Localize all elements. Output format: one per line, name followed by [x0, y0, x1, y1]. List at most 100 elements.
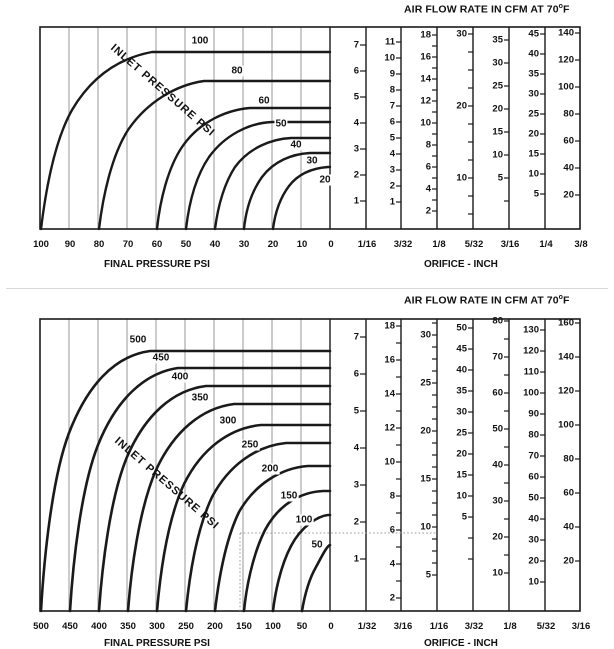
x-tick: 30 [238, 239, 250, 250]
scale-value: 3 [389, 164, 395, 176]
x-tick: 400 [91, 621, 107, 632]
scale-value: 7 [353, 39, 359, 51]
scale-value: 10 [456, 172, 467, 184]
x-tick: 250 [178, 621, 194, 632]
x-tick: 90 [64, 239, 76, 250]
scale-ticks-top [360, 32, 580, 215]
scale-value: 110 [523, 366, 539, 378]
scale-value: 10 [420, 521, 431, 533]
scale-value: 8 [389, 490, 395, 502]
scale-value: 6 [425, 161, 431, 173]
scale-value: 25 [528, 108, 539, 120]
scale-value: 140 [558, 351, 574, 363]
scale-value: 5 [461, 511, 467, 523]
scale-value: 90 [528, 408, 539, 420]
scale-value: 15 [492, 126, 503, 138]
scale-value: 2 [353, 516, 359, 528]
scale-value: 40 [492, 459, 503, 471]
scale-value: 15 [528, 148, 539, 160]
pressure-curves-bottom [39, 349, 332, 613]
chart-header-top: AIR FLOW RATE IN CFM AT 70oF [404, 3, 570, 16]
scale-value: 5 [533, 188, 539, 200]
chart-high-pressure: AIR FLOW RATE IN CFM AT 70oF [0, 290, 614, 649]
curve-100 [271, 513, 332, 613]
curve-label-350: 350 [190, 392, 210, 404]
example-construction-line [239, 532, 437, 611]
scale-value: 7 [353, 331, 359, 343]
scale-value: 4 [353, 442, 359, 454]
curve-100 [39, 50, 332, 231]
scale-value: 10 [528, 576, 539, 588]
x-tick: 40 [209, 239, 221, 250]
scale-value: 160 [558, 317, 574, 329]
scale-value: 12 [384, 422, 395, 434]
scale-value: 40 [528, 513, 539, 525]
scale-value: 100 [558, 419, 574, 431]
scale-value: 20 [456, 100, 467, 112]
scale-value: 8 [389, 84, 395, 96]
scale-value: 30 [492, 57, 503, 69]
scale-value: 7 [389, 100, 395, 112]
x-tick: 50 [296, 621, 308, 632]
curve-30 [242, 151, 332, 231]
scale-value: 3 [353, 143, 359, 155]
scale-value: 100 [523, 387, 539, 399]
chart-low-pressure: AIR FLOW RATE IN CFM AT 70oF [0, 0, 614, 300]
x-tick: 70 [122, 239, 134, 250]
curve-250 [184, 441, 332, 613]
x-tick: 100 [265, 621, 281, 632]
scale-value: 50 [492, 423, 503, 435]
scale-value: 120 [558, 54, 574, 66]
orifice-tick: 3/16 [571, 621, 591, 632]
scale-value: 120 [523, 345, 539, 357]
scale-value: 4 [389, 148, 395, 160]
orifice-tick: 3/32 [393, 239, 413, 250]
scale-value: 140 [558, 27, 574, 39]
scale-value: 25 [456, 427, 467, 439]
curve-label-20: 20 [318, 174, 332, 186]
scale-value: 12 [420, 95, 431, 107]
scale-value: 30 [456, 406, 467, 418]
scale-value: 60 [492, 387, 503, 399]
scale-value: 15 [456, 469, 467, 481]
scale-value: 120 [558, 385, 574, 397]
scale-value: 60 [563, 487, 574, 499]
scale-value: 35 [528, 68, 539, 80]
scale-value: 4 [353, 117, 359, 129]
curve-label-250: 250 [240, 439, 260, 451]
curve-label-30: 30 [305, 155, 319, 167]
scale-value: 35 [456, 385, 467, 397]
scale-value: 100 [558, 81, 574, 93]
curve-label-450: 450 [151, 352, 171, 364]
scale-value: 45 [456, 343, 467, 355]
scale-value: 40 [528, 48, 539, 60]
xaxis-title-top: FINAL PRESSURE PSI [104, 259, 210, 270]
scale-value: 70 [528, 450, 539, 462]
scale-value: 6 [353, 65, 359, 77]
orifice-title-bottom: ORIFICE - INCH [424, 638, 498, 649]
x-tick: 350 [120, 621, 136, 632]
scale-value: 6 [389, 524, 395, 536]
scale-value: 4 [425, 183, 431, 195]
scale-value: 6 [389, 116, 395, 128]
scale-value: 10 [384, 52, 395, 64]
scale-value: 20 [420, 425, 431, 437]
scale-value: 1 [353, 195, 359, 207]
x-tick: 450 [62, 621, 78, 632]
scale-value: 20 [528, 555, 539, 567]
curve-400 [97, 384, 332, 613]
chart-header-bottom: AIR FLOW RATE IN CFM AT 70oF [404, 294, 570, 307]
scale-value: 20 [563, 189, 574, 201]
scale-value: 1 [389, 196, 395, 208]
curve-50 [300, 543, 332, 613]
orifice-tick: 3/32 [464, 621, 484, 632]
scale-value: 80 [563, 108, 574, 120]
scale-value: 2 [353, 169, 359, 181]
x-tick: 20 [267, 239, 279, 250]
scale-value: 5 [425, 569, 431, 581]
curve-label-300: 300 [218, 415, 238, 427]
scale-value: 9 [389, 68, 395, 80]
orifice-tick: 5/32 [464, 239, 484, 250]
orifice-tick: 3/16 [500, 239, 520, 250]
scale-value: 18 [420, 29, 431, 41]
